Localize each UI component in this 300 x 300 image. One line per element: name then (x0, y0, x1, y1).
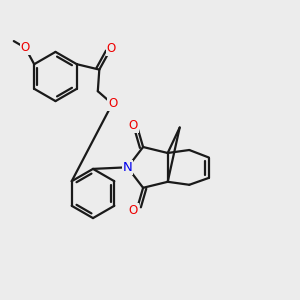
Text: N: N (123, 161, 132, 174)
Text: O: O (129, 119, 138, 132)
Text: O: O (108, 97, 117, 110)
Text: O: O (129, 203, 138, 217)
Text: O: O (107, 42, 116, 55)
Text: O: O (21, 41, 30, 54)
